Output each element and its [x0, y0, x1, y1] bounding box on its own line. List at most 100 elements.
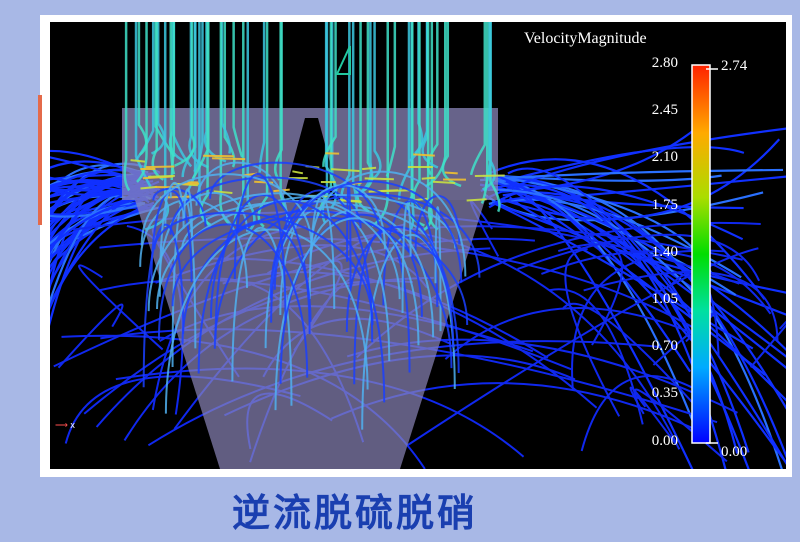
streamline [148, 174, 175, 178]
left-edge-strip [38, 95, 42, 225]
streamline [174, 22, 196, 167]
streamline [444, 307, 706, 360]
streamline [57, 303, 124, 369]
streamline [169, 22, 176, 175]
colorbar-tick-label: 2.80 [651, 55, 678, 71]
inlet-marker-icon [335, 45, 351, 75]
streamline [213, 190, 233, 195]
streamline [257, 22, 269, 228]
streamline [331, 168, 360, 173]
streamline [50, 180, 146, 193]
streamline [432, 180, 456, 184]
streamline [50, 202, 145, 218]
streamline [583, 270, 779, 342]
streamline [406, 247, 759, 447]
streamline [564, 248, 621, 417]
streamline [145, 165, 175, 169]
streamline [368, 189, 399, 193]
streamline [385, 22, 397, 177]
streamline [171, 216, 469, 325]
streamline [50, 193, 155, 259]
streamline [309, 208, 435, 338]
streamline [361, 166, 377, 171]
streamline [273, 180, 463, 290]
streamline [147, 192, 401, 312]
streamline [571, 249, 725, 391]
streamline [223, 22, 236, 168]
streamline [507, 167, 786, 465]
streamline [413, 153, 435, 157]
streamline [50, 183, 151, 234]
streamline [274, 217, 420, 411]
streamline [212, 157, 246, 161]
streamline [444, 171, 458, 175]
streamline [361, 234, 456, 430]
colorbar-tick-label: 0.00 [651, 432, 678, 449]
streamline [434, 206, 442, 332]
streamline [258, 22, 266, 173]
streamline [580, 375, 701, 452]
streamline [191, 22, 210, 180]
streamline [489, 158, 766, 300]
streamline [308, 195, 336, 310]
caption: 逆流脱硫脱硝 [231, 491, 478, 535]
streamline [50, 183, 148, 289]
streamline [50, 188, 142, 197]
flow-visualization: VelocityMagnitude 2.80 2.45 2.10 1.75 1.40 1.… [50, 22, 786, 469]
streamline [401, 202, 412, 313]
streamline [219, 22, 231, 226]
range-max-label: 2.74 [721, 58, 748, 74]
streamline [140, 185, 157, 190]
streamline [159, 195, 194, 199]
streamline [421, 176, 436, 180]
range-min-label: 0.00 [721, 444, 748, 460]
streamline [310, 170, 467, 277]
streamline [549, 288, 644, 425]
streamline [197, 200, 386, 403]
streamline [345, 226, 455, 348]
streamline [210, 220, 312, 322]
streamline [209, 161, 382, 244]
streamline [492, 195, 786, 410]
colorbar-tick-label: 1.05 [651, 291, 678, 307]
streamline [517, 233, 761, 282]
streamline [50, 160, 144, 177]
colorbar-tick-label: 0.70 [651, 338, 678, 355]
streamline [489, 22, 501, 213]
streamline [279, 184, 386, 316]
streamline [270, 189, 374, 343]
streamline [508, 187, 766, 376]
streamline [480, 22, 489, 204]
colorbar-tick-label: 2.45 [651, 102, 678, 119]
colorbar-title: VelocityMagnitude [524, 30, 647, 47]
streamline [232, 22, 244, 158]
streamline [78, 264, 164, 351]
streamline [164, 187, 172, 228]
colorbar-tick-label: 2.10 [651, 149, 678, 166]
streamline [50, 205, 156, 268]
streamline [193, 22, 204, 173]
streamline [496, 175, 750, 453]
streamline [495, 174, 786, 465]
colorbar-tick-label: 1.40 [651, 243, 678, 260]
streamline [169, 176, 362, 235]
streamline [157, 223, 309, 378]
streamline [50, 191, 159, 212]
streamline [50, 196, 147, 250]
colorbar-tick-label: 0.35 [651, 385, 678, 402]
axis-indicator: ⟶ x [55, 420, 75, 430]
tower-cone-section [135, 200, 485, 469]
streamline [231, 226, 293, 406]
streamline [139, 199, 249, 288]
streamlines-inner [123, 22, 505, 430]
streamline [123, 22, 131, 192]
streamline [171, 196, 197, 368]
streamline [199, 22, 212, 227]
streamline [136, 22, 148, 183]
colorbar [691, 64, 711, 444]
streamline [50, 173, 148, 181]
streamline [469, 22, 487, 176]
streamline [364, 177, 394, 181]
streamline [541, 250, 772, 315]
streamline [749, 320, 786, 369]
